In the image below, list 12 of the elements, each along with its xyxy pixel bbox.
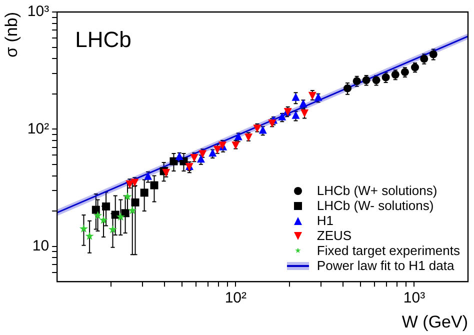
y-tick-label: 10² (27, 120, 50, 138)
legend-label: LHCb (W- solutions) (316, 198, 434, 213)
x-axis-title: W (GeV) (402, 312, 468, 332)
legend-label: Fixed target experiments (316, 243, 460, 258)
y-axis-title: σ (nb) (2, 12, 21, 58)
y-tick-label: 10³ (27, 3, 50, 20)
legend-label: ZEUS (316, 228, 352, 243)
legend-label: Power law fit to H1 data (316, 258, 454, 273)
legend-label: LHCb (W+ solutions) (316, 183, 438, 198)
legend-label: H1 (316, 213, 334, 228)
annotation: LHCb (75, 27, 132, 52)
y-tick-label: 10 (32, 237, 50, 254)
